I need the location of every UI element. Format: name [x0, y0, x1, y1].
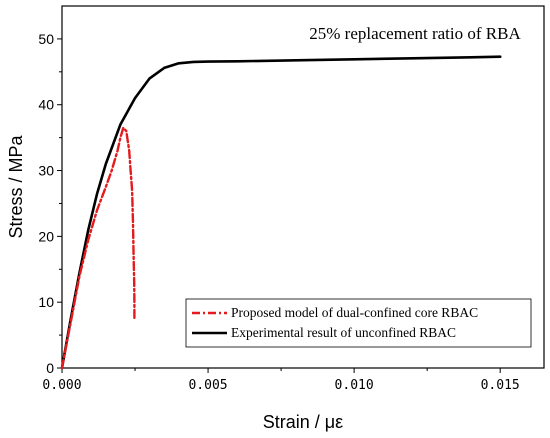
y-tick-label: 50 — [38, 31, 54, 47]
x-tick-label: 0.000 — [42, 378, 81, 393]
x-tick-label: 0.015 — [481, 378, 520, 393]
series-line-experimental — [60, 55, 502, 370]
legend: Proposed model of dual-confined core RBA… — [185, 298, 532, 348]
y-tick-label: 20 — [38, 228, 54, 244]
x-tick-label: 0.005 — [188, 378, 227, 393]
legend-label-proposed: Proposed model of dual-confined core RBA… — [231, 305, 478, 320]
y-axis-title: Stress / MPa — [6, 135, 26, 239]
y-tick-label: 10 — [38, 294, 54, 310]
y-tick-label: 40 — [38, 97, 54, 113]
legend-label-experimental: Experimental result of unconfined RBAC — [231, 325, 456, 340]
legend-box — [185, 298, 532, 348]
y-tick-label: 0 — [46, 360, 54, 376]
annotation-text: 25% replacement ratio of RBA — [309, 24, 521, 43]
series-line-proposed — [60, 126, 136, 370]
x-tick-label: 0.010 — [335, 378, 374, 393]
plot-frame — [61, 5, 545, 369]
y-tick-label: 30 — [38, 163, 54, 179]
axis-ticks: 0.000 0.005 0.010 0.015 0 10 20 30 40 50 — [38, 31, 519, 393]
x-axis-title: Strain / με — [263, 412, 343, 432]
series-lines — [60, 55, 502, 370]
